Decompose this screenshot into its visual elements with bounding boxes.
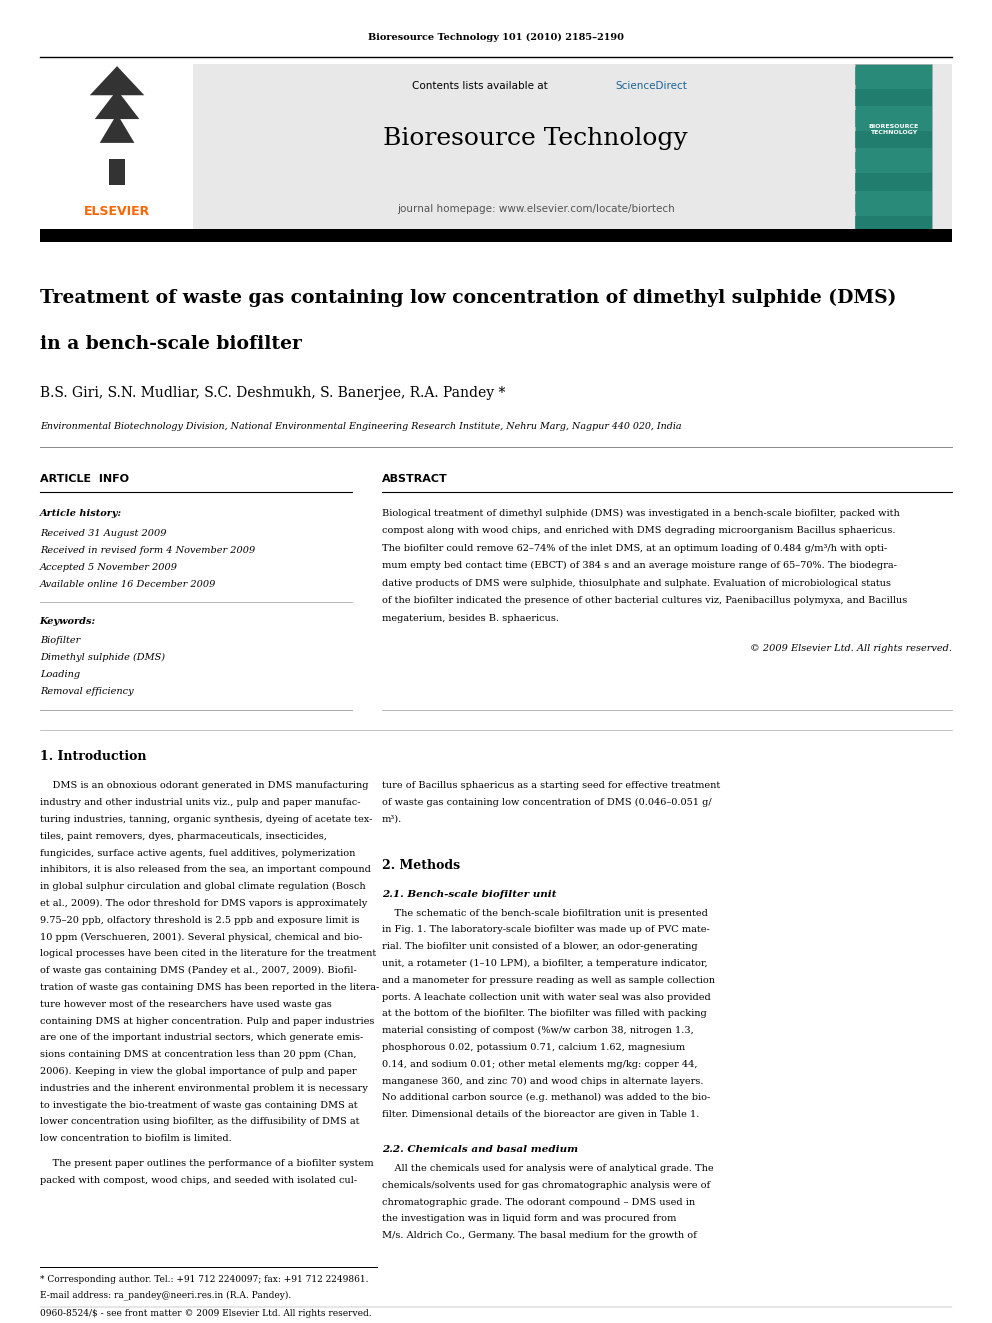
FancyBboxPatch shape [855, 110, 932, 127]
Text: Article history:: Article history: [40, 509, 122, 517]
Text: turing industries, tanning, organic synthesis, dyeing of acetate tex-: turing industries, tanning, organic synt… [40, 815, 372, 824]
Text: B.S. Giri, S.N. Mudliar, S.C. Deshmukh, S. Banerjee, R.A. Pandey *: B.S. Giri, S.N. Mudliar, S.C. Deshmukh, … [40, 386, 505, 400]
Text: rial. The biofilter unit consisted of a blower, an odor-generating: rial. The biofilter unit consisted of a … [382, 942, 697, 951]
Text: the investigation was in liquid form and was procured from: the investigation was in liquid form and… [382, 1215, 677, 1224]
Text: Available online 16 December 2009: Available online 16 December 2009 [40, 581, 216, 589]
Polygon shape [99, 114, 134, 143]
Text: filter. Dimensional details of the bioreactor are given in Table 1.: filter. Dimensional details of the biore… [382, 1110, 699, 1119]
Text: Environmental Biotechnology Division, National Environmental Engineering Researc: Environmental Biotechnology Division, Na… [40, 422, 682, 430]
Text: All the chemicals used for analysis were of analytical grade. The: All the chemicals used for analysis were… [382, 1164, 713, 1174]
Text: 2.2. Chemicals and basal medium: 2.2. Chemicals and basal medium [382, 1146, 578, 1155]
Text: unit, a rotameter (1–10 LPM), a biofilter, a temperature indicator,: unit, a rotameter (1–10 LPM), a biofilte… [382, 959, 707, 968]
Text: 2. Methods: 2. Methods [382, 859, 460, 872]
Text: industry and other industrial units viz., pulp and paper manufac-: industry and other industrial units viz.… [40, 798, 360, 807]
Text: ABSTRACT: ABSTRACT [382, 474, 447, 484]
Text: ARTICLE  INFO: ARTICLE INFO [40, 474, 129, 484]
Text: manganese 360, and zinc 70) and wood chips in alternate layers.: manganese 360, and zinc 70) and wood chi… [382, 1077, 703, 1086]
FancyBboxPatch shape [855, 173, 932, 191]
Text: The present paper outlines the performance of a biofilter system: The present paper outlines the performan… [40, 1159, 373, 1168]
Text: in a bench-scale biofilter: in a bench-scale biofilter [40, 335, 302, 353]
Text: ture however most of the researchers have used waste gas: ture however most of the researchers hav… [40, 1000, 331, 1009]
Text: dative products of DMS were sulphide, thiosulphate and sulphate. Evaluation of m: dative products of DMS were sulphide, th… [382, 578, 891, 587]
Text: lower concentration using biofilter, as the diffusibility of DMS at: lower concentration using biofilter, as … [40, 1118, 359, 1126]
Text: of the biofilter indicated the presence of other bacterial cultures viz, Paeniba: of the biofilter indicated the presence … [382, 597, 907, 605]
Text: sions containing DMS at concentration less than 20 ppm (Chan,: sions containing DMS at concentration le… [40, 1050, 356, 1060]
FancyBboxPatch shape [40, 64, 193, 233]
Text: Bioresource Technology 101 (2010) 2185–2190: Bioresource Technology 101 (2010) 2185–2… [368, 33, 624, 41]
Text: and a manometer for pressure reading as well as sample collection: and a manometer for pressure reading as … [382, 975, 715, 984]
Text: Biological treatment of dimethyl sulphide (DMS) was investigated in a bench-scal: Biological treatment of dimethyl sulphid… [382, 509, 900, 517]
FancyBboxPatch shape [855, 216, 932, 233]
Text: containing DMS at higher concentration. Pulp and paper industries: containing DMS at higher concentration. … [40, 1016, 374, 1025]
Text: 1. Introduction: 1. Introduction [40, 750, 146, 763]
Text: DMS is an obnoxious odorant generated in DMS manufacturing: DMS is an obnoxious odorant generated in… [40, 782, 368, 790]
FancyBboxPatch shape [109, 159, 125, 185]
FancyBboxPatch shape [40, 64, 952, 233]
Text: to investigate the bio-treatment of waste gas containing DMS at: to investigate the bio-treatment of wast… [40, 1101, 357, 1110]
FancyBboxPatch shape [40, 229, 952, 242]
Text: ScienceDirect: ScienceDirect [615, 81, 686, 91]
Text: in global sulphur circulation and global climate regulation (Bosch: in global sulphur circulation and global… [40, 882, 365, 892]
Text: journal homepage: www.elsevier.com/locate/biortech: journal homepage: www.elsevier.com/locat… [397, 204, 675, 214]
Text: The schematic of the bench-scale biofiltration unit is presented: The schematic of the bench-scale biofilt… [382, 909, 708, 918]
Text: low concentration to biofilm is limited.: low concentration to biofilm is limited. [40, 1134, 231, 1143]
Text: 9.75–20 ppb, olfactory threshold is 2.5 ppb and exposure limit is: 9.75–20 ppb, olfactory threshold is 2.5 … [40, 916, 359, 925]
Polygon shape [89, 66, 145, 95]
Text: material consisting of compost (%w/w carbon 38, nitrogen 1.3,: material consisting of compost (%w/w car… [382, 1027, 693, 1035]
Text: No additional carbon source (e.g. methanol) was added to the bio-: No additional carbon source (e.g. methan… [382, 1093, 710, 1102]
Text: inhibitors, it is also released from the sea, an important compound: inhibitors, it is also released from the… [40, 865, 371, 875]
Text: tiles, paint removers, dyes, pharmaceuticals, insecticides,: tiles, paint removers, dyes, pharmaceuti… [40, 832, 326, 841]
Text: fungicides, surface active agents, fuel additives, polymerization: fungicides, surface active agents, fuel … [40, 848, 355, 857]
Text: BIORESOURCE
TECHNOLOGY: BIORESOURCE TECHNOLOGY [869, 124, 919, 135]
Text: Contents lists available at: Contents lists available at [412, 81, 551, 91]
Text: logical processes have been cited in the literature for the treatment: logical processes have been cited in the… [40, 950, 376, 958]
Text: ports. A leachate collection unit with water seal was also provided: ports. A leachate collection unit with w… [382, 992, 710, 1002]
Text: 2006). Keeping in view the global importance of pulp and paper: 2006). Keeping in view the global import… [40, 1066, 356, 1076]
Text: Received 31 August 2009: Received 31 August 2009 [40, 529, 167, 537]
Text: E-mail address: ra_pandey@neeri.res.in (R.A. Pandey).: E-mail address: ra_pandey@neeri.res.in (… [40, 1290, 291, 1301]
Text: at the bottom of the biofilter. The biofilter was filled with packing: at the bottom of the biofilter. The biof… [382, 1009, 706, 1019]
Text: Loading: Loading [40, 671, 79, 679]
Text: packed with compost, wood chips, and seeded with isolated cul-: packed with compost, wood chips, and see… [40, 1176, 357, 1185]
Text: ELSEVIER: ELSEVIER [84, 205, 150, 218]
Text: 0.14, and sodium 0.01; other metal elements mg/kg: copper 44,: 0.14, and sodium 0.01; other metal eleme… [382, 1060, 697, 1069]
Text: of waste gas containing DMS (Pandey et al., 2007, 2009). Biofil-: of waste gas containing DMS (Pandey et a… [40, 966, 356, 975]
Text: chemicals/solvents used for gas chromatographic analysis were of: chemicals/solvents used for gas chromato… [382, 1180, 710, 1189]
Polygon shape [95, 90, 139, 119]
Text: The biofilter could remove 62–74% of the inlet DMS, at an optimum loading of 0.4: The biofilter could remove 62–74% of the… [382, 544, 887, 553]
Text: M/s. Aldrich Co., Germany. The basal medium for the growth of: M/s. Aldrich Co., Germany. The basal med… [382, 1232, 696, 1240]
Text: ture of Bacillus sphaericus as a starting seed for effective treatment: ture of Bacillus sphaericus as a startin… [382, 782, 720, 790]
Text: compost along with wood chips, and enriched with DMS degrading microorganism Bac: compost along with wood chips, and enric… [382, 527, 896, 536]
Text: mum empty bed contact time (EBCT) of 384 s and an average moisture range of 65–7: mum empty bed contact time (EBCT) of 384… [382, 561, 897, 570]
Text: Received in revised form 4 November 2009: Received in revised form 4 November 2009 [40, 546, 255, 554]
Text: are one of the important industrial sectors, which generate emis-: are one of the important industrial sect… [40, 1033, 363, 1043]
Text: 2.1. Bench-scale biofilter unit: 2.1. Bench-scale biofilter unit [382, 890, 557, 900]
FancyBboxPatch shape [855, 67, 932, 85]
Text: industries and the inherent environmental problem it is necessary: industries and the inherent environmenta… [40, 1084, 368, 1093]
Text: Biofilter: Biofilter [40, 636, 80, 644]
Text: © 2009 Elsevier Ltd. All rights reserved.: © 2009 Elsevier Ltd. All rights reserved… [750, 644, 952, 652]
Text: 0960-8524/$ - see front matter © 2009 Elsevier Ltd. All rights reserved.: 0960-8524/$ - see front matter © 2009 El… [40, 1310, 371, 1318]
Text: megaterium, besides B. sphaericus.: megaterium, besides B. sphaericus. [382, 614, 558, 623]
Text: Accepted 5 November 2009: Accepted 5 November 2009 [40, 564, 178, 572]
Text: chromatographic grade. The odorant compound – DMS used in: chromatographic grade. The odorant compo… [382, 1197, 695, 1207]
Text: Dimethyl sulphide (DMS): Dimethyl sulphide (DMS) [40, 654, 165, 662]
FancyBboxPatch shape [855, 131, 932, 148]
Text: of waste gas containing low concentration of DMS (0.046–0.051 g/: of waste gas containing low concentratio… [382, 798, 711, 807]
Text: Bioresource Technology: Bioresource Technology [383, 127, 688, 151]
FancyBboxPatch shape [855, 89, 932, 106]
Text: Keywords:: Keywords: [40, 618, 96, 626]
Text: phosphorous 0.02, potassium 0.71, calcium 1.62, magnesium: phosphorous 0.02, potassium 0.71, calciu… [382, 1043, 685, 1052]
Text: in Fig. 1. The laboratory-scale biofilter was made up of PVC mate-: in Fig. 1. The laboratory-scale biofilte… [382, 925, 709, 934]
Text: tration of waste gas containing DMS has been reported in the litera-: tration of waste gas containing DMS has … [40, 983, 379, 992]
FancyBboxPatch shape [855, 152, 932, 169]
Text: et al., 2009). The odor threshold for DMS vapors is approximately: et al., 2009). The odor threshold for DM… [40, 898, 367, 908]
Text: m³).: m³). [382, 815, 402, 824]
Text: 10 ppm (Verschueren, 2001). Several physical, chemical and bio-: 10 ppm (Verschueren, 2001). Several phys… [40, 933, 362, 942]
Text: Treatment of waste gas containing low concentration of dimethyl sulphide (DMS): Treatment of waste gas containing low co… [40, 288, 896, 307]
Text: * Corresponding author. Tel.: +91 712 2240097; fax: +91 712 2249861.: * Corresponding author. Tel.: +91 712 22… [40, 1275, 368, 1283]
FancyBboxPatch shape [855, 64, 932, 233]
Text: Removal efficiency: Removal efficiency [40, 688, 133, 696]
FancyBboxPatch shape [855, 194, 932, 212]
